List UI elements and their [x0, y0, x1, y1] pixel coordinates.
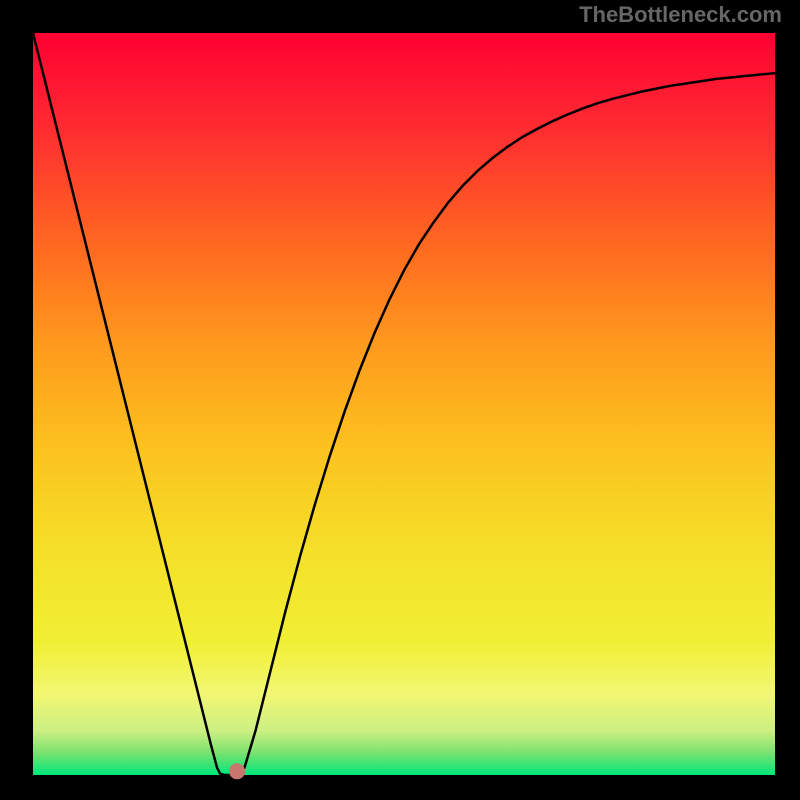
watermark-text: TheBottleneck.com [579, 2, 782, 28]
plot-background [33, 33, 775, 775]
minimum-marker [229, 763, 245, 779]
chart-svg [0, 0, 800, 800]
